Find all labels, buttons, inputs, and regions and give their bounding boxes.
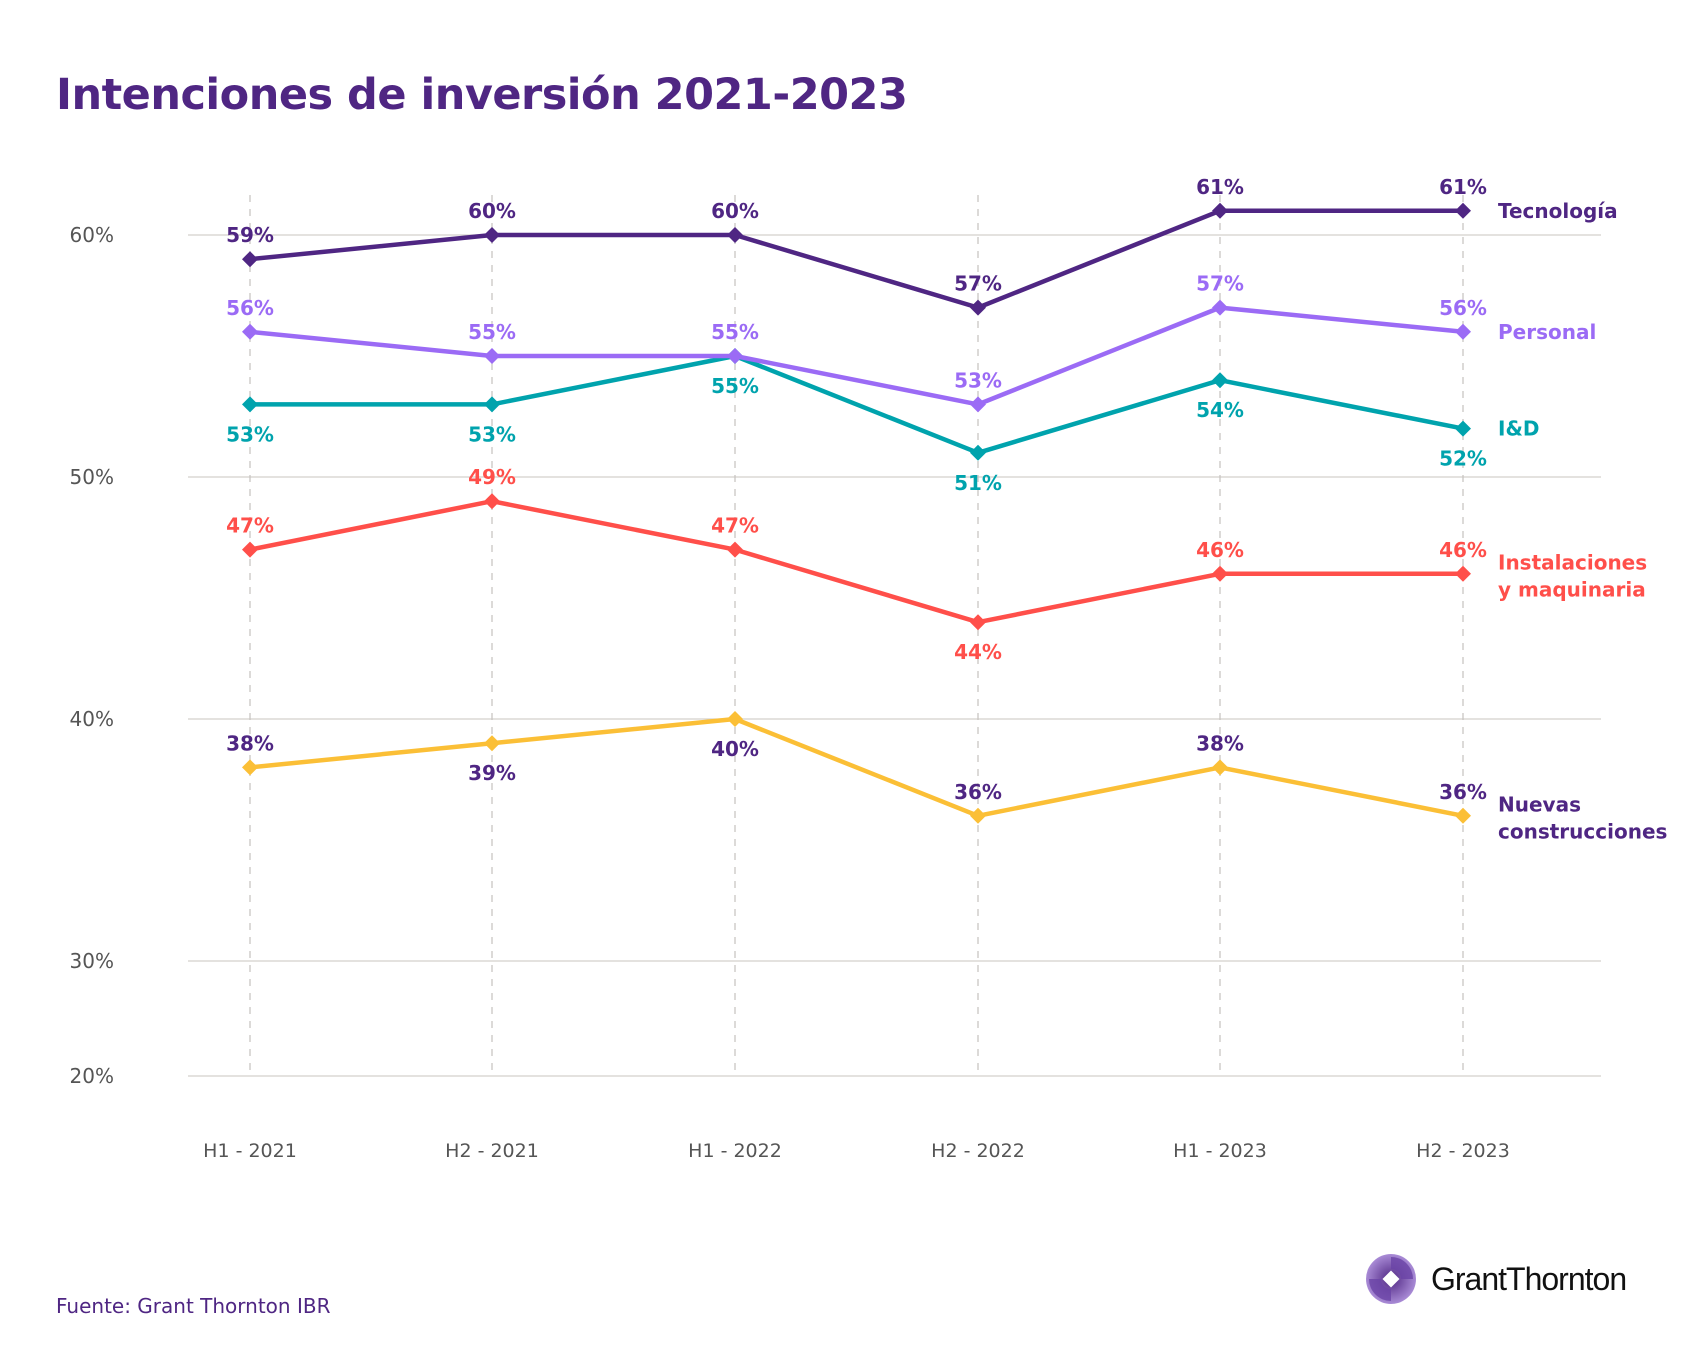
data-point [242, 541, 258, 558]
series-line [250, 353, 1464, 456]
data-point [970, 807, 986, 824]
data-label: 36% [1439, 780, 1487, 804]
data-label: 39% [468, 761, 516, 785]
x-tick-label: H1 - 2022 [688, 1140, 782, 1162]
data-point [970, 614, 986, 631]
data-point [727, 711, 743, 727]
data-point [727, 227, 743, 243]
data-label: 60% [711, 199, 759, 223]
data-label: 61% [1439, 175, 1487, 199]
x-tick-label: H1 - 2021 [203, 1140, 297, 1162]
series-line [249, 498, 1463, 625]
data-label: 36% [954, 780, 1002, 804]
data-label: 54% [1196, 398, 1244, 422]
data-label: 57% [1196, 272, 1244, 296]
data-label: 61% [1196, 175, 1244, 199]
data-label: 60% [468, 199, 516, 223]
data-point [1212, 565, 1228, 582]
data-point [484, 227, 500, 243]
chart-title: Intenciones de inversión 2021-2023 [56, 70, 908, 120]
data-label: 55% [468, 320, 516, 344]
data-point [1212, 299, 1228, 316]
data-label: 59% [226, 223, 274, 247]
data-label: 56% [1439, 296, 1487, 320]
data-label: 49% [468, 465, 516, 489]
data-point [1455, 420, 1471, 437]
data-point [242, 396, 258, 413]
y-tick-label: 60% [70, 223, 114, 247]
data-label: 40% [711, 737, 759, 761]
data-point [242, 251, 258, 268]
y-tick-label: 20% [70, 1064, 114, 1088]
data-label: 38% [1196, 731, 1244, 755]
data-label: 46% [1439, 538, 1487, 562]
data-point [727, 541, 743, 558]
x-tick-label: H2 - 2022 [931, 1140, 1025, 1162]
data-point [1212, 372, 1228, 389]
data-point [1212, 202, 1228, 219]
data-label: 51% [954, 471, 1002, 495]
series-end-label: I&D [1498, 417, 1539, 441]
data-label: 44% [954, 640, 1002, 664]
data-label: 47% [226, 514, 274, 538]
x-tick-label: H1 - 2023 [1173, 1140, 1267, 1162]
data-point [1455, 807, 1471, 824]
series-line [249, 716, 1464, 819]
data-label: 52% [1439, 447, 1487, 471]
series-line [249, 208, 1463, 310]
data-point [970, 396, 986, 413]
data-label: 53% [954, 368, 1002, 392]
series-end-label: y maquinaria [1498, 577, 1646, 601]
y-tick-label: 40% [70, 707, 114, 731]
data-label: 46% [1196, 538, 1244, 562]
data-label: 38% [226, 731, 274, 755]
data-label: 47% [711, 514, 759, 538]
grant-thornton-logo-icon [1366, 1254, 1416, 1304]
y-tick-label: 50% [70, 465, 114, 489]
data-point [242, 323, 258, 340]
series-end-label: Personal [1498, 320, 1596, 344]
data-point [1455, 323, 1471, 340]
x-tick-label: H2 - 2023 [1416, 1140, 1510, 1162]
data-point [484, 493, 500, 510]
data-label: 57% [954, 272, 1002, 296]
data-point [484, 348, 500, 364]
data-label: 55% [711, 320, 759, 344]
data-label: 56% [226, 296, 274, 320]
y-tick-label: 30% [70, 949, 114, 973]
series-end-label: Instalaciones [1498, 550, 1647, 574]
data-point [1212, 759, 1228, 776]
data-point [484, 735, 500, 752]
logo-text: GrantThornton [1431, 1260, 1627, 1297]
data-point [970, 444, 986, 461]
source-note: Fuente: Grant Thornton IBR [56, 1294, 331, 1318]
data-point [242, 759, 258, 776]
data-label: 53% [226, 422, 274, 446]
data-point [1455, 565, 1471, 582]
series-end-label: Tecnología [1498, 199, 1618, 223]
series-end-label: construcciones [1498, 819, 1667, 843]
grant-thornton-logo: GrantThornton [1365, 1253, 1627, 1305]
x-tick-label: H2 - 2021 [445, 1140, 539, 1162]
series-end-label: Nuevas [1498, 792, 1581, 816]
data-point [970, 299, 986, 316]
data-point [484, 396, 500, 413]
series-line [249, 305, 1464, 407]
data-point [1455, 202, 1471, 219]
data-point [727, 348, 743, 364]
data-label: 55% [711, 374, 759, 398]
data-label: 53% [468, 422, 516, 446]
